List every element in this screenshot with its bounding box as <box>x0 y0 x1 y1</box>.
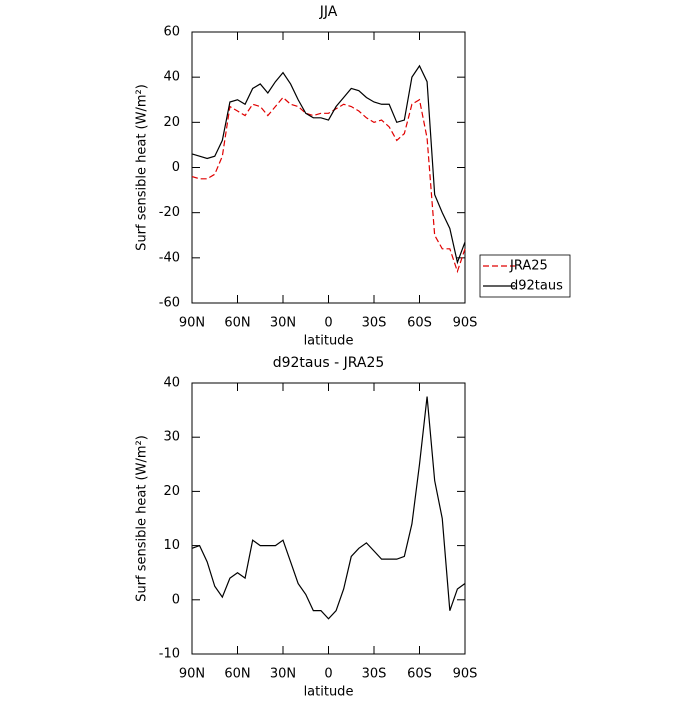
x-tick-label: 90N <box>179 667 205 682</box>
x-tick-label: 30N <box>270 316 296 331</box>
legend-label: d92taus <box>510 279 563 294</box>
chart-title: d92taus - JRA25 <box>273 355 385 371</box>
x-tick-label: 30S <box>362 667 387 682</box>
y-tick-label: 20 <box>163 115 180 130</box>
y-tick-label: 0 <box>172 160 180 175</box>
x-tick-label: 60S <box>407 316 432 331</box>
x-tick-label: 60N <box>224 667 250 682</box>
x-tick-label: 30N <box>270 667 296 682</box>
y-axis-label: Surf sensible heat (W/m²) <box>135 84 150 251</box>
data-line <box>191 396 466 620</box>
y-tick-label: 20 <box>163 484 180 499</box>
y-tick-label: 40 <box>163 70 180 85</box>
x-tick-label: 90N <box>179 316 205 331</box>
x-tick-label: 0 <box>324 667 332 682</box>
x-axis-label: latitude <box>304 685 354 700</box>
y-tick-label: -40 <box>159 250 180 265</box>
chart-title: JJA <box>319 4 338 20</box>
x-tick-label: 60S <box>407 667 432 682</box>
x-tick-label: 30S <box>362 316 387 331</box>
plot-frame <box>191 31 466 304</box>
data-line <box>191 64 466 265</box>
legend-box <box>479 254 571 298</box>
y-tick-label: 10 <box>163 538 180 553</box>
x-tick-label: 90S <box>453 316 478 331</box>
plot-frame <box>191 382 466 655</box>
x-axis-label: latitude <box>304 334 354 349</box>
y-tick-label: 30 <box>163 430 180 445</box>
x-tick-label: 60N <box>224 316 250 331</box>
y-axis-label: Surf sensible heat (W/m²) <box>135 435 150 602</box>
data-line <box>191 96 466 274</box>
legend-label: JRA25 <box>509 259 548 274</box>
y-tick-label: -20 <box>159 205 180 220</box>
y-tick-label: -10 <box>159 647 180 662</box>
y-tick-label: 40 <box>163 376 180 391</box>
x-tick-label: 90S <box>453 667 478 682</box>
x-tick-label: 0 <box>324 316 332 331</box>
y-tick-label: 60 <box>163 25 180 40</box>
y-tick-label: 0 <box>172 592 180 607</box>
y-tick-label: -60 <box>159 296 180 311</box>
